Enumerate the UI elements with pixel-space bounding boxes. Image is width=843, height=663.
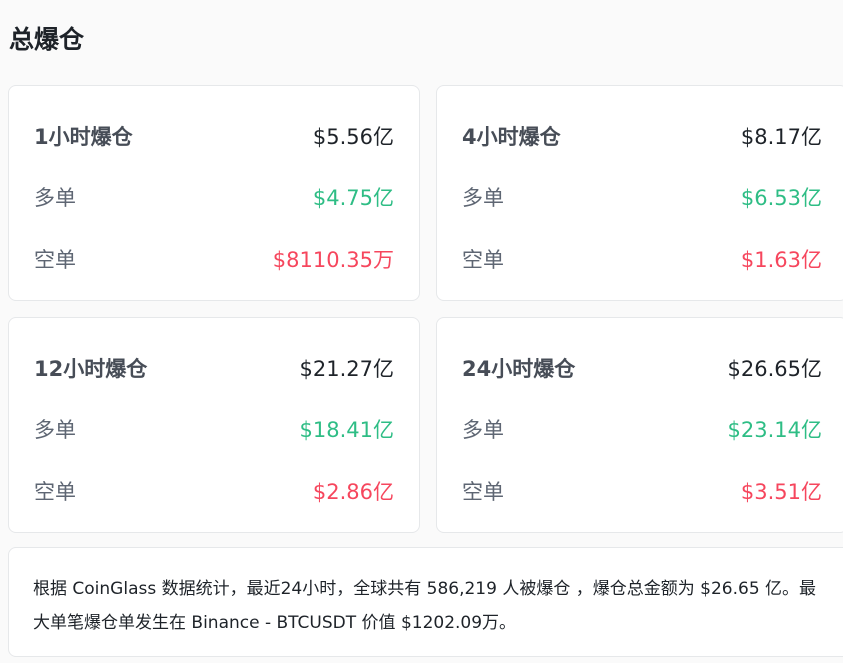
total-row: 12小时爆仓 $21.27亿 [34, 353, 394, 383]
period-label: 4小时爆仓 [462, 125, 561, 149]
short-row: 空单 $3.51亿 [462, 476, 822, 506]
long-value: $23.14亿 [727, 418, 822, 442]
total-row: 1小时爆仓 $5.56亿 [34, 121, 394, 151]
short-row: 空单 $1.63亿 [462, 244, 822, 274]
long-row: 多单 $23.14亿 [462, 414, 822, 444]
liquidation-card: 4小时爆仓 $8.17亿 多单 $6.53亿 空单 $1.63亿 [436, 85, 843, 301]
total-value: $21.27亿 [299, 357, 394, 381]
total-row: 4小时爆仓 $8.17亿 [462, 121, 822, 151]
short-row: 空单 $8110.35万 [34, 244, 394, 274]
liquidation-card: 1小时爆仓 $5.56亿 多单 $4.75亿 空单 $8110.35万 [8, 85, 420, 301]
short-label: 空单 [462, 248, 504, 272]
long-row: 多单 $4.75亿 [34, 182, 394, 212]
short-row: 空单 $2.86亿 [34, 476, 394, 506]
short-value: $2.86亿 [312, 480, 394, 504]
long-label: 多单 [34, 418, 76, 442]
long-value: $6.53亿 [740, 186, 822, 210]
total-value: $5.56亿 [312, 125, 394, 149]
page-title: 总爆仓 [9, 25, 85, 54]
long-label: 多单 [462, 186, 504, 210]
long-row: 多单 $6.53亿 [462, 182, 822, 212]
short-label: 空单 [462, 480, 504, 504]
long-row: 多单 $18.41亿 [34, 414, 394, 444]
total-value: $8.17亿 [740, 125, 822, 149]
summary-text: 根据 CoinGlass 数据统计，最近24小时，全球共有 586,219 人被… [8, 547, 843, 657]
liquidation-card: 12小时爆仓 $21.27亿 多单 $18.41亿 空单 $2.86亿 [8, 317, 420, 533]
short-value: $8110.35万 [272, 248, 394, 272]
period-label: 1小时爆仓 [34, 125, 133, 149]
total-row: 24小时爆仓 $26.65亿 [462, 353, 822, 383]
liquidation-card: 24小时爆仓 $26.65亿 多单 $23.14亿 空单 $3.51亿 [436, 317, 843, 533]
short-label: 空单 [34, 480, 76, 504]
total-value: $26.65亿 [727, 357, 822, 381]
long-label: 多单 [34, 186, 76, 210]
short-label: 空单 [34, 248, 76, 272]
long-label: 多单 [462, 418, 504, 442]
long-value: $18.41亿 [299, 418, 394, 442]
short-value: $3.51亿 [740, 480, 822, 504]
short-value: $1.63亿 [740, 248, 822, 272]
period-label: 24小时爆仓 [462, 357, 576, 381]
long-value: $4.75亿 [312, 186, 394, 210]
period-label: 12小时爆仓 [34, 357, 148, 381]
